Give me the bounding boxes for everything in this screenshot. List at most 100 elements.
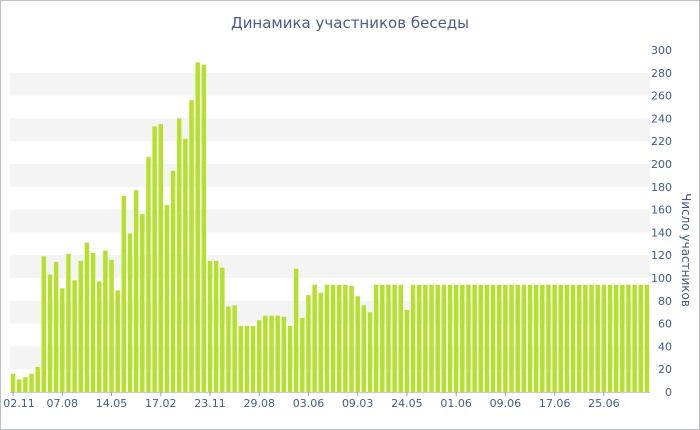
- bar: [17, 379, 22, 392]
- bar: [626, 284, 631, 392]
- bar: [570, 284, 576, 392]
- bar: [213, 260, 219, 392]
- bar: [164, 205, 170, 392]
- grid-band: [10, 118, 650, 142]
- bar: [509, 284, 514, 392]
- bar: [441, 284, 447, 392]
- y-tick-label: 300: [651, 44, 672, 57]
- y-tick-label: 220: [651, 135, 672, 148]
- bar: [503, 284, 508, 392]
- bar: [238, 325, 243, 392]
- bars-group: [10, 62, 650, 393]
- bar: [189, 100, 194, 392]
- x-tick-label: 07.08: [47, 397, 79, 410]
- bar: [540, 284, 545, 392]
- bar: [423, 284, 428, 392]
- bar: [220, 267, 225, 392]
- bar: [306, 295, 311, 392]
- bar: [546, 284, 551, 392]
- bar: [447, 284, 453, 392]
- bar: [490, 284, 496, 392]
- bar: [35, 366, 40, 392]
- x-tick-label: 17.06: [539, 397, 571, 410]
- bar: [263, 315, 268, 392]
- y-tick-label: 240: [651, 112, 672, 125]
- y-tick-label: 120: [651, 249, 672, 262]
- bar: [318, 292, 323, 392]
- bar: [466, 284, 471, 392]
- bar: [380, 284, 385, 392]
- x-tick-label: 23.11: [194, 397, 226, 410]
- y-tick-label: 200: [651, 158, 672, 171]
- bar: [183, 138, 188, 392]
- grid-bands: [10, 72, 650, 370]
- bar: [10, 373, 16, 392]
- x-tick-label: 09.03: [342, 397, 374, 410]
- y-tick-label: 20: [658, 363, 672, 376]
- chart-title: Динамика участников беседы: [231, 14, 469, 32]
- bar: [29, 373, 34, 392]
- bar: [115, 290, 120, 392]
- y-tick-label: 160: [651, 204, 672, 217]
- bar: [589, 284, 594, 392]
- bar: [435, 284, 440, 392]
- bar: [527, 284, 533, 392]
- x-tick-label: 24.05: [391, 397, 423, 410]
- bar: [472, 284, 477, 392]
- bar: [343, 284, 348, 392]
- x-tick-label: 01.06: [440, 397, 472, 410]
- grid-band: [10, 164, 650, 187]
- x-tick-label: 09.06: [490, 397, 522, 410]
- bar: [66, 254, 71, 392]
- bar: [177, 118, 182, 393]
- y-tick-label: 0: [665, 386, 672, 399]
- x-tick-label: 03.06: [293, 397, 325, 410]
- x-tick-label: 29.08: [243, 397, 275, 410]
- bar: [109, 259, 114, 392]
- bar: [644, 284, 650, 392]
- bar: [244, 325, 250, 392]
- y-tick-label: 140: [651, 226, 672, 239]
- x-tick-label: 17.02: [145, 397, 177, 410]
- bar: [312, 284, 317, 392]
- bar: [607, 284, 613, 392]
- bar: [620, 284, 625, 392]
- bar: [410, 284, 416, 392]
- bar: [404, 309, 410, 392]
- bar: [226, 306, 231, 392]
- bar: [398, 284, 403, 392]
- bar: [275, 315, 280, 392]
- bar: [460, 284, 465, 392]
- bar: [324, 284, 330, 392]
- bar: [103, 250, 108, 392]
- bar: [478, 284, 483, 392]
- bar: [121, 195, 127, 392]
- bar: [583, 284, 588, 392]
- bar: [533, 284, 539, 392]
- bar: [152, 126, 157, 392]
- bar: [84, 242, 90, 392]
- x-tick-label: 14.05: [96, 397, 128, 410]
- bar: [367, 312, 373, 392]
- y-axis-label: Число участников: [679, 193, 693, 307]
- bar: [78, 260, 83, 392]
- bar: [158, 124, 163, 392]
- bar: [293, 268, 299, 392]
- bar: [361, 305, 367, 392]
- bar: [417, 284, 422, 392]
- bar: [373, 284, 379, 392]
- bar: [632, 284, 637, 392]
- bar: [133, 190, 139, 392]
- y-tick-label: 260: [651, 90, 672, 103]
- y-tick-label: 280: [651, 67, 672, 80]
- grid-band: [10, 300, 650, 324]
- bar: [140, 214, 145, 392]
- bar: [355, 296, 360, 392]
- bar: [97, 281, 102, 392]
- bar: [613, 284, 619, 392]
- bar: [453, 284, 459, 392]
- bar: [281, 316, 287, 392]
- bar: [330, 284, 336, 392]
- bar: [601, 284, 607, 392]
